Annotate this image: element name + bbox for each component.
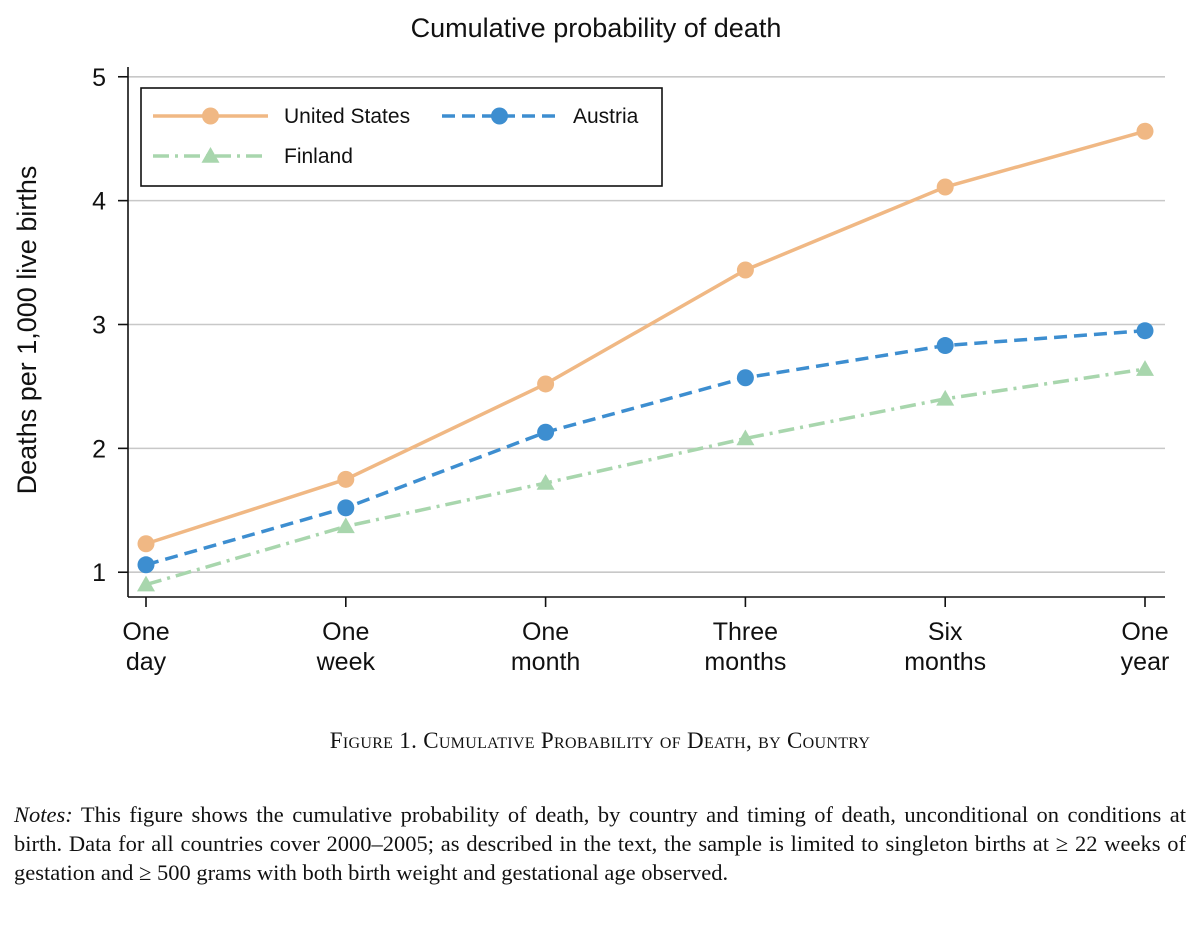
series-line [145,129,1146,546]
series-line [145,328,1146,567]
legend: United States Austria Finland [140,87,663,187]
x-tick-label-line: One [122,618,169,646]
notes-text: This figure shows the cumulative probabi… [14,802,1186,885]
circle-marker [736,369,754,387]
circle-marker [491,107,508,125]
triangle-marker [336,517,355,534]
triangle-marker [936,389,955,406]
circle-marker [202,107,219,125]
circle-marker [337,499,355,517]
figure-caption: Figure 1. Cumulative Probability of Deat… [329,728,871,753]
chart-title: Cumulative probability of death [411,13,782,43]
circle-marker [137,535,155,553]
x-tick-label: One week [316,618,376,676]
circle-marker [337,470,355,488]
y-tick-label: 4 [92,188,106,216]
circle-marker [537,375,555,393]
x-tick-label: Three months [704,618,786,676]
legend-box [140,87,663,187]
notes-lead: Notes: [14,802,73,827]
circle-marker [537,423,555,441]
line-chart: Cumulative probability of death Deaths p… [12,13,1169,676]
triangle-marker [137,575,155,592]
y-axis-label: Deaths per 1,000 live births [12,166,42,495]
y-tick-label: 2 [92,435,106,463]
circle-marker [936,337,954,355]
legend-item: Finland [153,145,353,168]
circle-marker [736,261,754,279]
x-tick-label: One day [122,618,169,676]
x-tick-label-line: One [322,618,369,646]
figure-notes: Notes: This figure shows the cumulative … [14,800,1186,887]
x-tick-label-line: week [316,648,376,676]
series-austria [137,322,1154,574]
x-tick-label: One month [511,618,580,676]
series-line [145,367,1146,587]
legend-label: Austria [573,105,639,128]
series-united-states [137,122,1154,553]
circle-marker [936,178,954,196]
x-tick-label-line: Three [713,618,778,646]
x-tick-label-line: year [1121,648,1170,676]
x-tick-label-line: months [704,648,786,676]
y-tick-label: 5 [92,64,106,92]
triangle-marker [536,474,555,490]
x-tick-label: One year [1121,618,1170,676]
x-tick-label-line: month [511,648,580,676]
legend-item: United States [153,105,410,128]
x-tick-label-line: Six [928,618,963,646]
triangle-marker [736,429,755,446]
x-tick-label-line: day [126,648,167,676]
circle-marker [1136,322,1154,340]
series-finland [137,360,1154,592]
legend-label: United States [284,105,410,128]
y-tick-label: 3 [92,312,106,340]
y-tick-label: 1 [92,559,106,587]
triangle-marker [1136,360,1154,376]
x-tick-label-line: months [904,648,986,676]
circle-marker [137,556,155,574]
circle-marker [1136,122,1154,140]
x-tick-label-line: One [522,618,569,646]
legend-item: Austria [442,105,639,128]
x-tick-label-line: One [1121,618,1168,646]
triangle-marker [201,147,220,163]
series-group [137,122,1154,592]
legend-label: Finland [284,145,353,168]
x-tick-label: Six months [904,618,986,676]
